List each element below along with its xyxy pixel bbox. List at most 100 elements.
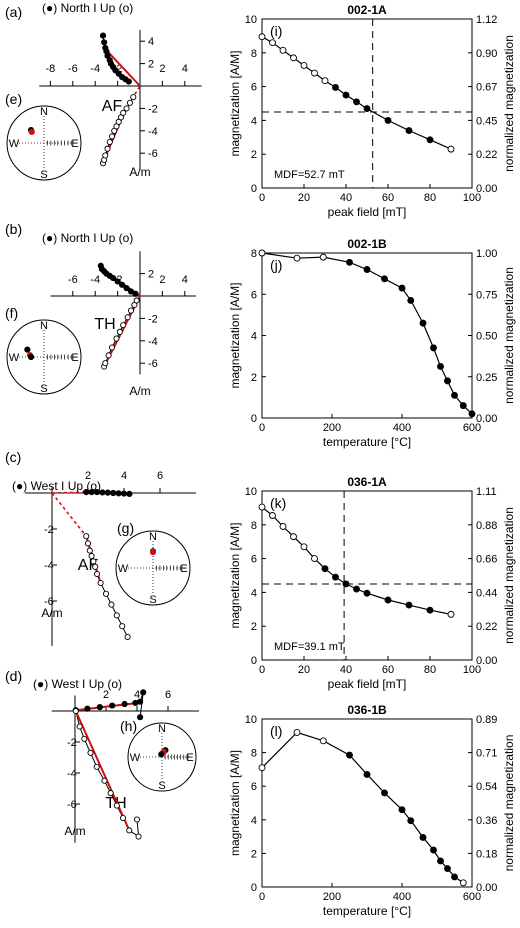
zij-1-vertical-point	[133, 297, 140, 304]
zij-2-vertical-point	[86, 547, 93, 554]
demag-1-xlabel: temperature [°C]	[323, 435, 411, 449]
demag-2-ylabel: magnetization [A/M]	[228, 522, 242, 628]
zij-2-vertical-point	[97, 579, 104, 587]
zij-2-stereonet-s: S	[149, 594, 156, 606]
zij-2-horizontal-point	[93, 489, 101, 496]
zij-1-stereonet-n: N	[40, 320, 48, 332]
demag-3-point	[459, 879, 467, 887]
zij-1-stereonet-point	[24, 346, 31, 353]
zij-2-horizontal-point	[83, 489, 90, 496]
zij-1-stereonet-panel-label: (f)	[5, 305, 18, 321]
demag-1-point	[451, 391, 458, 399]
zij-3-x-tick-label: 2	[103, 689, 109, 701]
demag-3-y2-tick-label: 0.71	[476, 748, 497, 760]
zij-1-panel-label: (b)	[5, 221, 22, 237]
demag-1-y2-tick-label: 1.00	[476, 248, 497, 260]
demag-3-point	[319, 737, 327, 745]
demag-3-y2-tick-label: 0.00	[476, 882, 497, 894]
zij-3-vertical-point	[133, 816, 141, 823]
zij-1-stereonet-w: W	[9, 352, 20, 364]
zij-3-y-tick-label: -4	[67, 768, 77, 780]
zij-0-x-tick-label: 4	[182, 63, 188, 75]
demag-3-point	[419, 833, 427, 841]
zij-1-unit-label: A/m	[129, 384, 150, 398]
zij-1-vertical-point	[124, 314, 131, 321]
demag-3-y-tick-label: 4	[251, 815, 257, 827]
demag-3-point	[398, 806, 406, 814]
zij-0-y-tick-label: 4	[148, 36, 154, 48]
zij-1-stereonet-s: S	[40, 383, 47, 395]
zij-2-stereonet-point	[149, 548, 157, 556]
demag-3-title: 036-1B	[347, 703, 387, 717]
zij-3-horizontal-point	[84, 705, 91, 712]
zij-0-vertical-point	[126, 99, 133, 106]
zij-2-horizontal-point	[110, 489, 117, 497]
zij-3-vertical-point	[93, 763, 100, 770]
zij-0-stereonet-w: W	[9, 138, 20, 150]
demag-1-point	[437, 362, 444, 370]
demag-3-point	[258, 764, 266, 772]
demag-0-point	[332, 83, 339, 91]
zij-0-stereonet-point	[28, 128, 35, 135]
demag-1-x-tick-label: 0	[259, 422, 265, 434]
zij-2-vertical-point	[119, 623, 126, 630]
demag-2-point	[269, 512, 276, 519]
zij-2-unit-label: A/m	[41, 606, 62, 620]
demag-1-y-tick-label: 6	[251, 289, 257, 301]
demag-3-x-tick-label: 0	[259, 891, 265, 903]
demag-2-y-tick-label: 4	[251, 587, 257, 599]
zij-2-stereonet-w: W	[118, 563, 129, 575]
zij-0-fit-horizontal	[105, 49, 141, 87]
zij-2-legend: (●) West I Up (o)	[12, 479, 101, 493]
demag-3-y-tick-label: 8	[251, 748, 257, 760]
zij-2-stereonet-panel-label: (g)	[117, 520, 134, 536]
zij-3-legend: (●) West I Up (o)	[33, 677, 122, 691]
zij-2-vertical-point	[93, 570, 101, 578]
demag-3-frame	[261, 718, 473, 888]
zij-2-y-tick-label: -4	[44, 560, 54, 572]
zij-2-horizontal-point	[88, 489, 95, 496]
demag-2-point	[426, 606, 434, 614]
demag-0-xlabel: peak field [mT]	[328, 205, 407, 219]
zij-3-vertical-point	[135, 833, 142, 840]
zij-2-horizontal-point	[104, 489, 111, 496]
zij-0-y-tick-label: -6	[148, 148, 158, 160]
zij-3-stereonet-e: E	[186, 752, 193, 764]
zij-1-stereonet-point	[27, 353, 35, 361]
zij-0-y-tick-label: 2	[148, 59, 154, 71]
demag-1-x-tick-label: 400	[393, 422, 411, 434]
zij-0-stereonet-panel-label: (e)	[5, 91, 22, 107]
demag-0-x-tick-label: 20	[298, 192, 310, 204]
zij-0-unit-label: A/m	[129, 165, 150, 179]
zij-3-horizontal-point	[109, 702, 116, 709]
zij-2-x-tick-label: 4	[121, 470, 127, 482]
zij-2-panel-label: (c)	[5, 449, 21, 465]
zij-2-stereonet-e: E	[180, 563, 187, 575]
demag-2-point	[279, 523, 287, 530]
demag-2-point	[300, 543, 308, 551]
zij-3-horizontal-point	[137, 698, 144, 705]
demag-1-point	[346, 258, 353, 266]
demag-3-panel-label: (l)	[270, 723, 282, 739]
demag-0-y2-tick-label: 0.45	[476, 115, 497, 127]
zij-3-horizontal-point	[140, 689, 147, 696]
demag-3-point	[363, 770, 371, 778]
demag-3-y-tick-label: 0	[251, 882, 257, 894]
demag-0-y2-tick-label: 0.67	[476, 82, 497, 94]
zij-2-vertical-point	[92, 563, 99, 570]
demag-0-point	[353, 98, 360, 106]
demag-2-y2label: normalized magnetization	[502, 507, 516, 644]
demag-0-point	[426, 136, 434, 144]
demag-2-y2-tick-label: 0.22	[476, 621, 497, 633]
zij-2-horizontal-point	[126, 490, 133, 497]
zij-0-vertical-point	[130, 94, 137, 101]
demag-2-point	[447, 610, 455, 618]
demag-2-y2-tick-label: 0.66	[476, 554, 497, 566]
demag-0-x-tick-label: 0	[259, 192, 265, 204]
zij-2-horizontal-point	[120, 490, 128, 497]
demag-0-x-tick-label: 80	[424, 192, 436, 204]
zij-3-vertical-point	[81, 735, 88, 742]
demag-0-point	[269, 39, 276, 47]
zij-1-horizontal-point	[123, 285, 130, 292]
demag-3-point	[451, 873, 458, 881]
